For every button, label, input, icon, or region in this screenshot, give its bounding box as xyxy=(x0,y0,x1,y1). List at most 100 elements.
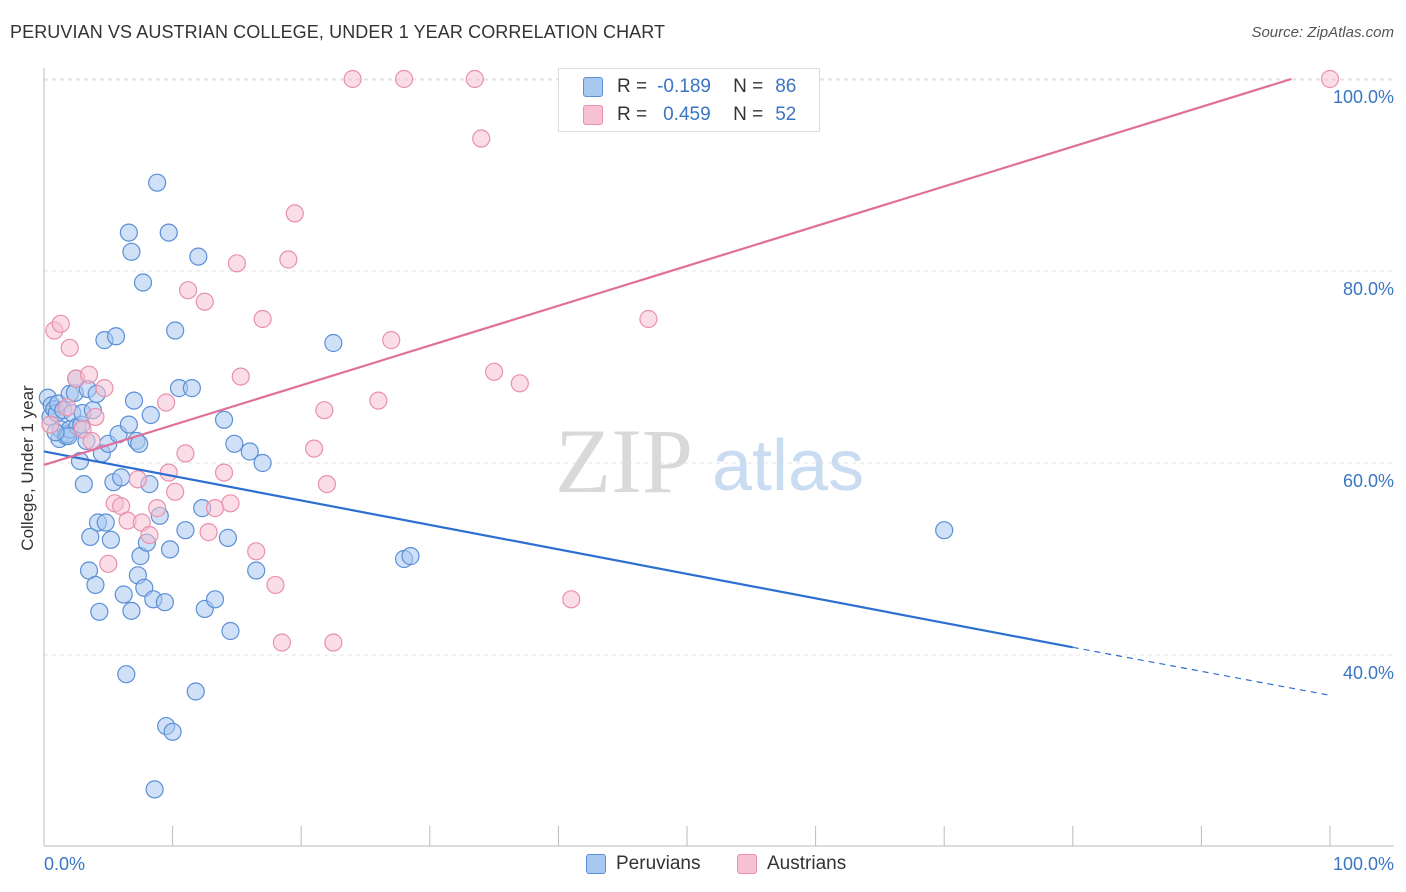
peruvian-point xyxy=(221,621,240,641)
austrian-point xyxy=(51,314,70,333)
peruvian-point xyxy=(155,593,174,612)
austrian-point xyxy=(86,407,105,427)
peruvian-point xyxy=(141,405,160,425)
peruvian-point xyxy=(218,528,237,547)
legend-r-label: R = xyxy=(617,76,648,97)
peruvian-point xyxy=(148,173,167,192)
peruvian-point xyxy=(122,242,141,261)
peruvian-point xyxy=(124,391,144,410)
austrian-point xyxy=(382,331,401,350)
peruvian-point xyxy=(90,602,109,621)
austrian-point xyxy=(231,367,250,386)
x-tick-label: 100.0% xyxy=(1333,854,1394,874)
peruvian-point xyxy=(205,590,225,609)
peruvians-trend-line xyxy=(43,450,1074,649)
peruvian-point xyxy=(253,453,272,473)
peruvian-point xyxy=(401,547,420,566)
peruvian-point xyxy=(189,247,208,266)
austrian-point xyxy=(157,393,176,412)
legend-n-value: 86 xyxy=(775,76,797,97)
y-tick-label: 100.0% xyxy=(1333,87,1394,107)
peruvian-point xyxy=(247,561,266,580)
watermark-zip: ZIP xyxy=(555,410,693,512)
peruvian-point xyxy=(119,415,138,434)
austrian-point xyxy=(639,309,658,329)
austrians-swatch xyxy=(583,105,603,125)
legend-austrians-label: Austrians xyxy=(767,853,847,874)
austrian-point xyxy=(510,374,529,393)
austrian-point xyxy=(140,525,159,545)
austrian-point xyxy=(485,362,504,381)
y-tick-label: 60.0% xyxy=(1343,471,1394,491)
austrian-point xyxy=(472,129,491,148)
austrian-point xyxy=(176,444,195,463)
austrian-point xyxy=(60,338,79,357)
chart-title: PERUVIAN VS AUSTRIAN COLLEGE, UNDER 1 YE… xyxy=(10,22,666,42)
austrian-point xyxy=(166,482,185,501)
y-axis-title: College, Under 1 year xyxy=(18,385,37,551)
peruvians-swatch xyxy=(586,854,606,874)
legend-r-label: R = xyxy=(617,104,648,125)
peruvian-point xyxy=(133,273,153,292)
legend-row-peruvians: R = -0.189 N = 86 xyxy=(583,75,796,99)
x-tick-labels: 0.0% 100.0% xyxy=(44,854,1394,874)
peruvian-point xyxy=(935,521,954,540)
peruvian-point xyxy=(86,575,105,595)
peruvian-point xyxy=(240,442,259,461)
austrian-point xyxy=(394,69,414,89)
austrian-point xyxy=(304,439,324,458)
legend-austrians: Austrians xyxy=(737,852,846,876)
austrian-point xyxy=(253,309,272,329)
correlation-legend: R = -0.189 N = 86 R = 0.459 N = 52 xyxy=(558,68,820,132)
peruvian-point xyxy=(160,540,180,559)
y-tick-label: 40.0% xyxy=(1343,663,1394,683)
austrian-point xyxy=(58,398,77,417)
peruvian-point xyxy=(225,434,244,453)
peruvian-point xyxy=(81,527,100,547)
austrian-point xyxy=(227,254,246,273)
austrian-point xyxy=(1320,69,1340,89)
source-label: Source: ZipAtlas.com xyxy=(1251,24,1394,41)
peruvian-point xyxy=(182,379,201,398)
austrian-point xyxy=(465,69,484,89)
austrian-point xyxy=(324,633,343,652)
peruvian-point xyxy=(166,321,185,340)
austrians-trend-line xyxy=(43,77,1292,466)
austrian-point xyxy=(562,590,581,609)
peruvian-point xyxy=(186,682,205,701)
trend-lines xyxy=(43,77,1331,696)
peruvian-point xyxy=(159,223,178,242)
y-tick-labels: 40.0% 60.0% 80.0% 100.0% xyxy=(1333,87,1394,683)
peruvian-point xyxy=(163,722,182,741)
legend-r-value: -0.189 xyxy=(657,76,711,97)
austrian-point xyxy=(178,281,198,300)
peruvian-point xyxy=(112,468,131,487)
peruvian-point xyxy=(96,513,115,532)
austrian-point xyxy=(195,292,214,311)
austrian-point xyxy=(317,475,337,494)
austrian-point xyxy=(272,633,292,652)
austrian-point xyxy=(99,554,118,573)
peruvian-point xyxy=(106,327,126,346)
grid-lines xyxy=(44,78,1394,656)
legend-peruvians-label: Peruvians xyxy=(616,853,701,874)
y-tick-label: 80.0% xyxy=(1343,279,1394,299)
austrian-point xyxy=(128,470,147,489)
peruvian-point xyxy=(176,521,195,540)
austrian-point xyxy=(285,204,304,223)
peruvian-point xyxy=(114,585,133,604)
peruvian-point xyxy=(122,601,141,620)
austrian-point xyxy=(148,499,167,518)
peruvian-point xyxy=(101,530,120,549)
watermark-atlas: atlas xyxy=(712,426,864,506)
peruvian-point xyxy=(117,665,136,684)
x-tick-label: 0.0% xyxy=(44,854,85,874)
peruvian-point xyxy=(214,410,234,429)
austrian-point xyxy=(79,365,99,384)
austrian-point xyxy=(315,401,334,420)
austrian-point xyxy=(159,463,178,482)
austrian-point xyxy=(266,575,285,595)
peruvian-point xyxy=(145,780,164,799)
legend-n-value: 52 xyxy=(775,104,797,125)
